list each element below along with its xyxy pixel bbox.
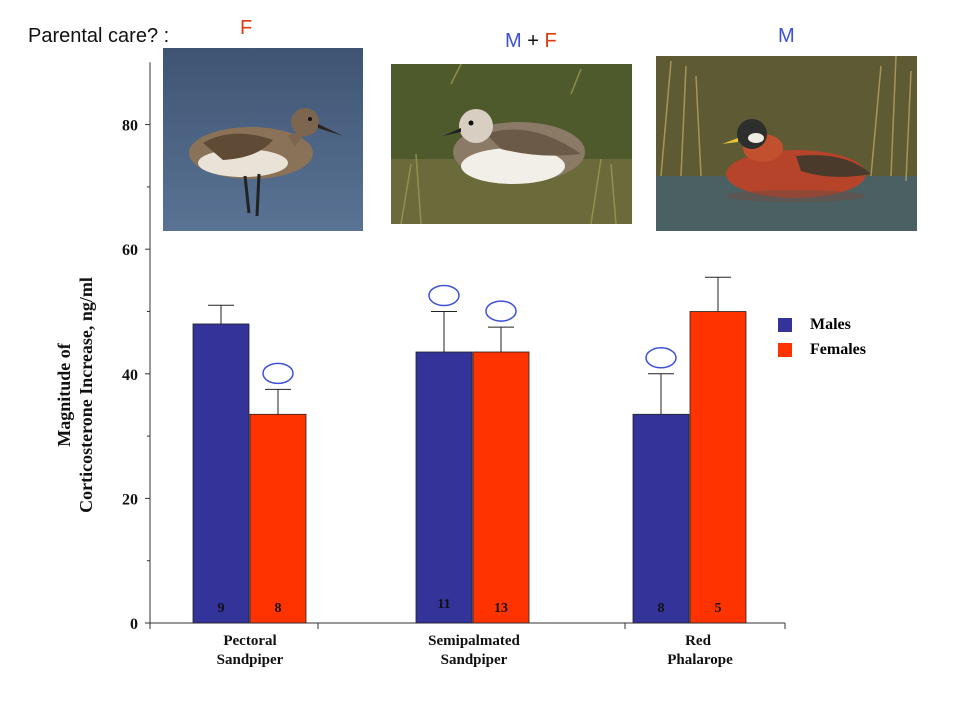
y-tick-label-60: 60: [122, 242, 138, 259]
legend-label-males: Males: [810, 316, 851, 333]
bar-males-2: [632, 413, 690, 624]
pectoral-sandpiper-photo: [163, 48, 363, 231]
sample-size-males-2: 8: [658, 601, 665, 616]
phalarope-care-label: M: [778, 25, 795, 47]
x-category-label-0-line1: Pectoral: [223, 633, 276, 649]
red-phalarope-photo: [656, 56, 917, 231]
bar-females-1: [472, 351, 530, 624]
sample-size-males-0: 9: [218, 601, 225, 616]
semipalmated-sandpiper-photo: [391, 64, 632, 224]
sample-size-females-0: 8: [275, 601, 282, 616]
sample-size-males-1: 11: [437, 597, 450, 612]
semipalmated-care-female: F: [544, 30, 557, 52]
care-marker-males-1: [428, 284, 460, 307]
sandpiper-bird-icon: [391, 64, 632, 224]
legend-label-females: Females: [810, 341, 866, 358]
bar-males-0: [192, 323, 250, 624]
semipalmated-care-label: M + F: [505, 30, 557, 53]
x-category-label-2-line2: Phalarope: [667, 652, 733, 668]
x-category-label-2-line1: Red: [685, 633, 711, 649]
y-tick-label-0: 0: [130, 616, 138, 633]
x-category-label-1-line2: Sandpiper: [441, 652, 508, 668]
y-tick-label-40: 40: [122, 367, 138, 384]
phalarope-bird-icon: [656, 56, 917, 231]
x-category-label-0-line2: Sandpiper: [217, 652, 284, 668]
x-category-label-1-line1: Semipalmated: [428, 633, 520, 649]
care-marker-females-0: [262, 362, 294, 385]
pectoral-care-label: F: [240, 17, 253, 39]
sample-size-females-1: 13: [494, 601, 508, 616]
care-marker-males-2: [645, 347, 677, 369]
parental-care-question: Parental care? :: [28, 25, 170, 47]
semipalmated-care-male: M: [505, 30, 522, 52]
y-axis-label-line1: Magnitude of: [54, 342, 74, 447]
sandpiper-bird-icon: [163, 48, 363, 231]
legend-swatch-males: [778, 318, 792, 332]
bar-females-0: [249, 413, 307, 624]
bar-males-1: [415, 351, 473, 624]
sample-size-females-2: 5: [715, 601, 722, 616]
semipalmated-care-plus: +: [521, 30, 545, 52]
bar-females-2: [689, 311, 747, 624]
y-tick-label-20: 20: [122, 491, 138, 508]
y-axis-label: Magnitude of Corticosterone Increase, ng…: [50, 250, 110, 540]
y-tick-label-80: 80: [122, 118, 138, 135]
legend-swatch-females: [778, 343, 792, 357]
care-marker-females-1: [485, 300, 517, 322]
y-axis-label-line2: Corticosterone Increase, ng/ml: [76, 277, 96, 513]
